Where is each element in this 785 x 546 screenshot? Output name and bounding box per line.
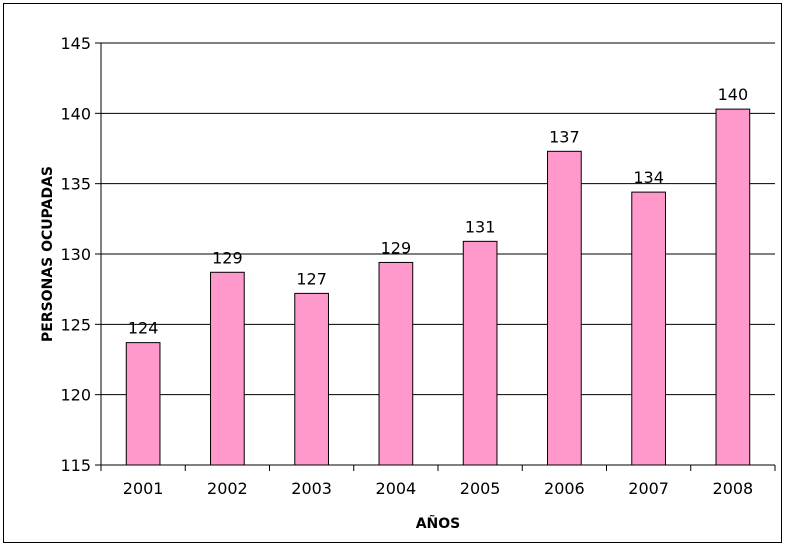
- data-label-2001: 124: [128, 319, 159, 338]
- bar-2006: [547, 150, 582, 466]
- bars: [125, 108, 751, 466]
- y-axis-title: PERSONAS OCUPADAS: [40, 166, 56, 342]
- data-label-2004: 129: [381, 238, 412, 257]
- x-tick-label-2008: 2008: [713, 479, 754, 498]
- chart-frame: 115 120 125 130 135 140 145 2001 2002 2003 2004 20…: [3, 3, 782, 543]
- gridlines: [101, 42, 775, 396]
- y-tick-label-120: 120: [60, 386, 91, 405]
- x-tick-label-2007: 2007: [628, 479, 669, 498]
- x-tick-labels: 2001 2002 2003 2004 2005 2006 2007 2008: [123, 479, 753, 498]
- data-labels: 124 129 127 129 131 137 134 140: [128, 85, 748, 338]
- x-tick-label-2001: 2001: [123, 479, 164, 498]
- x-axis-title: AÑOS: [416, 515, 461, 532]
- bar-2001: [125, 342, 161, 466]
- y-tick-label-115: 115: [60, 456, 91, 475]
- y-tick-label-145: 145: [60, 34, 91, 53]
- data-label-2007: 134: [633, 168, 664, 187]
- x-tick-label-2002: 2002: [207, 479, 248, 498]
- bar-2007: [631, 191, 666, 466]
- x-tick-label-2003: 2003: [291, 479, 332, 498]
- y-tick-label-130: 130: [60, 245, 91, 264]
- y-tick-label-125: 125: [60, 315, 91, 334]
- bar-2008: [715, 108, 751, 466]
- y-tick-label-135: 135: [60, 175, 91, 194]
- data-label-2006: 137: [549, 127, 580, 146]
- y-tick-labels: 115 120 125 130 135 140 145: [60, 34, 91, 475]
- axes: [95, 42, 776, 471]
- data-label-2008: 140: [718, 85, 749, 104]
- x-tick-label-2006: 2006: [544, 479, 585, 498]
- x-tick-label-2005: 2005: [460, 479, 501, 498]
- data-label-2002: 129: [212, 248, 243, 267]
- data-label-2005: 131: [465, 217, 496, 236]
- bar-2003: [294, 292, 329, 466]
- x-tick-label-2004: 2004: [376, 479, 417, 498]
- bar-2004: [378, 261, 414, 466]
- bar-2005: [462, 240, 498, 466]
- data-label-2003: 127: [296, 269, 327, 288]
- y-tick-label-140: 140: [60, 104, 91, 123]
- bar-2002: [210, 271, 245, 466]
